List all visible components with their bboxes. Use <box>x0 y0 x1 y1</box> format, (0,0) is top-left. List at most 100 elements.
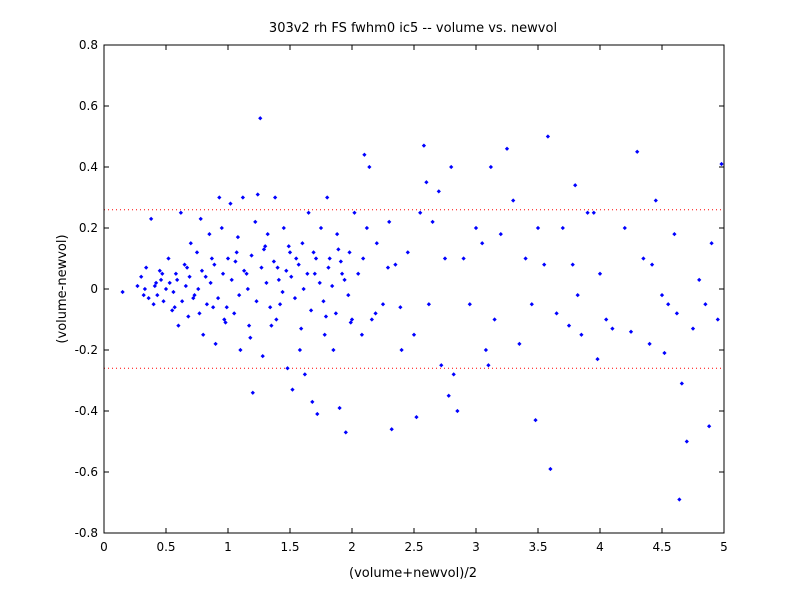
data-point <box>356 271 361 276</box>
data-point <box>178 210 184 215</box>
data-point <box>498 231 503 237</box>
data-point <box>439 363 444 368</box>
data-point <box>446 393 451 398</box>
data-point <box>418 210 423 215</box>
data-point <box>220 271 226 276</box>
data-point <box>374 241 379 246</box>
data-point <box>265 231 270 237</box>
data-point <box>399 347 404 353</box>
data-point <box>343 430 348 435</box>
data-point <box>628 329 634 334</box>
data-point <box>245 286 250 292</box>
data-point <box>297 347 303 353</box>
x-tick-label: 3.5 <box>528 540 547 554</box>
data-point <box>163 286 169 292</box>
data-point <box>224 305 229 310</box>
data-point <box>184 265 190 270</box>
data-point <box>152 283 157 289</box>
data-point <box>198 216 203 221</box>
y-tick-label: -0.4 <box>75 404 98 418</box>
data-point <box>312 271 317 276</box>
data-point <box>703 302 708 307</box>
data-point <box>364 225 370 231</box>
data-point <box>253 219 258 225</box>
data-point <box>385 265 391 270</box>
data-point <box>215 296 221 301</box>
data-point <box>212 262 217 267</box>
data-point <box>296 262 301 267</box>
data-point <box>488 164 494 170</box>
data-point <box>342 277 347 282</box>
data-point <box>585 210 590 215</box>
data-point <box>373 311 378 316</box>
data-point <box>294 256 299 261</box>
data-point <box>306 210 311 215</box>
data-point <box>662 350 667 356</box>
data-point <box>228 201 233 206</box>
data-point <box>135 283 140 289</box>
x-tick-label: 4 <box>596 540 604 554</box>
data-point <box>188 241 193 246</box>
data-point <box>285 366 290 371</box>
data-point <box>535 225 541 231</box>
data-point <box>268 305 273 310</box>
data-point <box>338 259 343 264</box>
data-point <box>330 283 335 289</box>
data-point <box>176 323 181 328</box>
data-point <box>426 302 432 307</box>
data-point <box>315 411 320 417</box>
data-point <box>348 320 353 325</box>
data-point <box>424 180 429 185</box>
data-point <box>153 280 159 286</box>
x-tick-label: 1 <box>224 540 232 554</box>
data-point <box>653 198 658 203</box>
data-point <box>719 161 724 167</box>
data-point <box>672 231 677 237</box>
data-point <box>248 335 253 340</box>
data-point <box>674 311 680 316</box>
y-tick-label: -0.6 <box>75 465 98 479</box>
data-point <box>349 317 355 322</box>
data-point <box>225 256 231 261</box>
data-point <box>339 271 345 276</box>
data-point <box>179 299 185 304</box>
data-points <box>120 116 724 502</box>
x-tick-label: 0 <box>100 540 108 554</box>
data-point <box>313 256 319 261</box>
data-point <box>172 305 177 310</box>
data-point <box>210 305 216 310</box>
data-point <box>323 314 329 319</box>
data-point <box>157 268 162 273</box>
data-point <box>171 289 176 295</box>
data-point <box>595 357 600 362</box>
data-point <box>241 268 247 273</box>
data-point <box>269 323 274 328</box>
data-point <box>250 390 255 395</box>
data-point <box>199 268 205 273</box>
data-point <box>234 250 239 255</box>
data-point <box>144 265 149 270</box>
data-point <box>148 216 154 221</box>
data-point <box>331 347 336 353</box>
data-point <box>219 225 224 231</box>
data-point <box>151 302 156 307</box>
data-point <box>167 280 172 286</box>
y-tick-label: 0.8 <box>79 38 98 52</box>
data-point <box>610 326 615 331</box>
data-point <box>229 277 234 282</box>
data-point <box>622 225 627 231</box>
data-point <box>666 302 671 307</box>
data-point <box>166 256 171 261</box>
data-point <box>362 152 367 157</box>
data-point <box>411 332 417 337</box>
data-point <box>347 250 352 255</box>
data-point <box>684 439 689 444</box>
x-tick-label: 1.5 <box>280 540 299 554</box>
data-point <box>271 259 277 264</box>
data-point <box>573 183 578 188</box>
data-point <box>369 317 374 322</box>
data-point <box>292 296 298 301</box>
data-point <box>352 210 357 215</box>
chart-title: 303v2 rh FS fwhm0 ic5 -- volume vs. newv… <box>269 21 557 36</box>
